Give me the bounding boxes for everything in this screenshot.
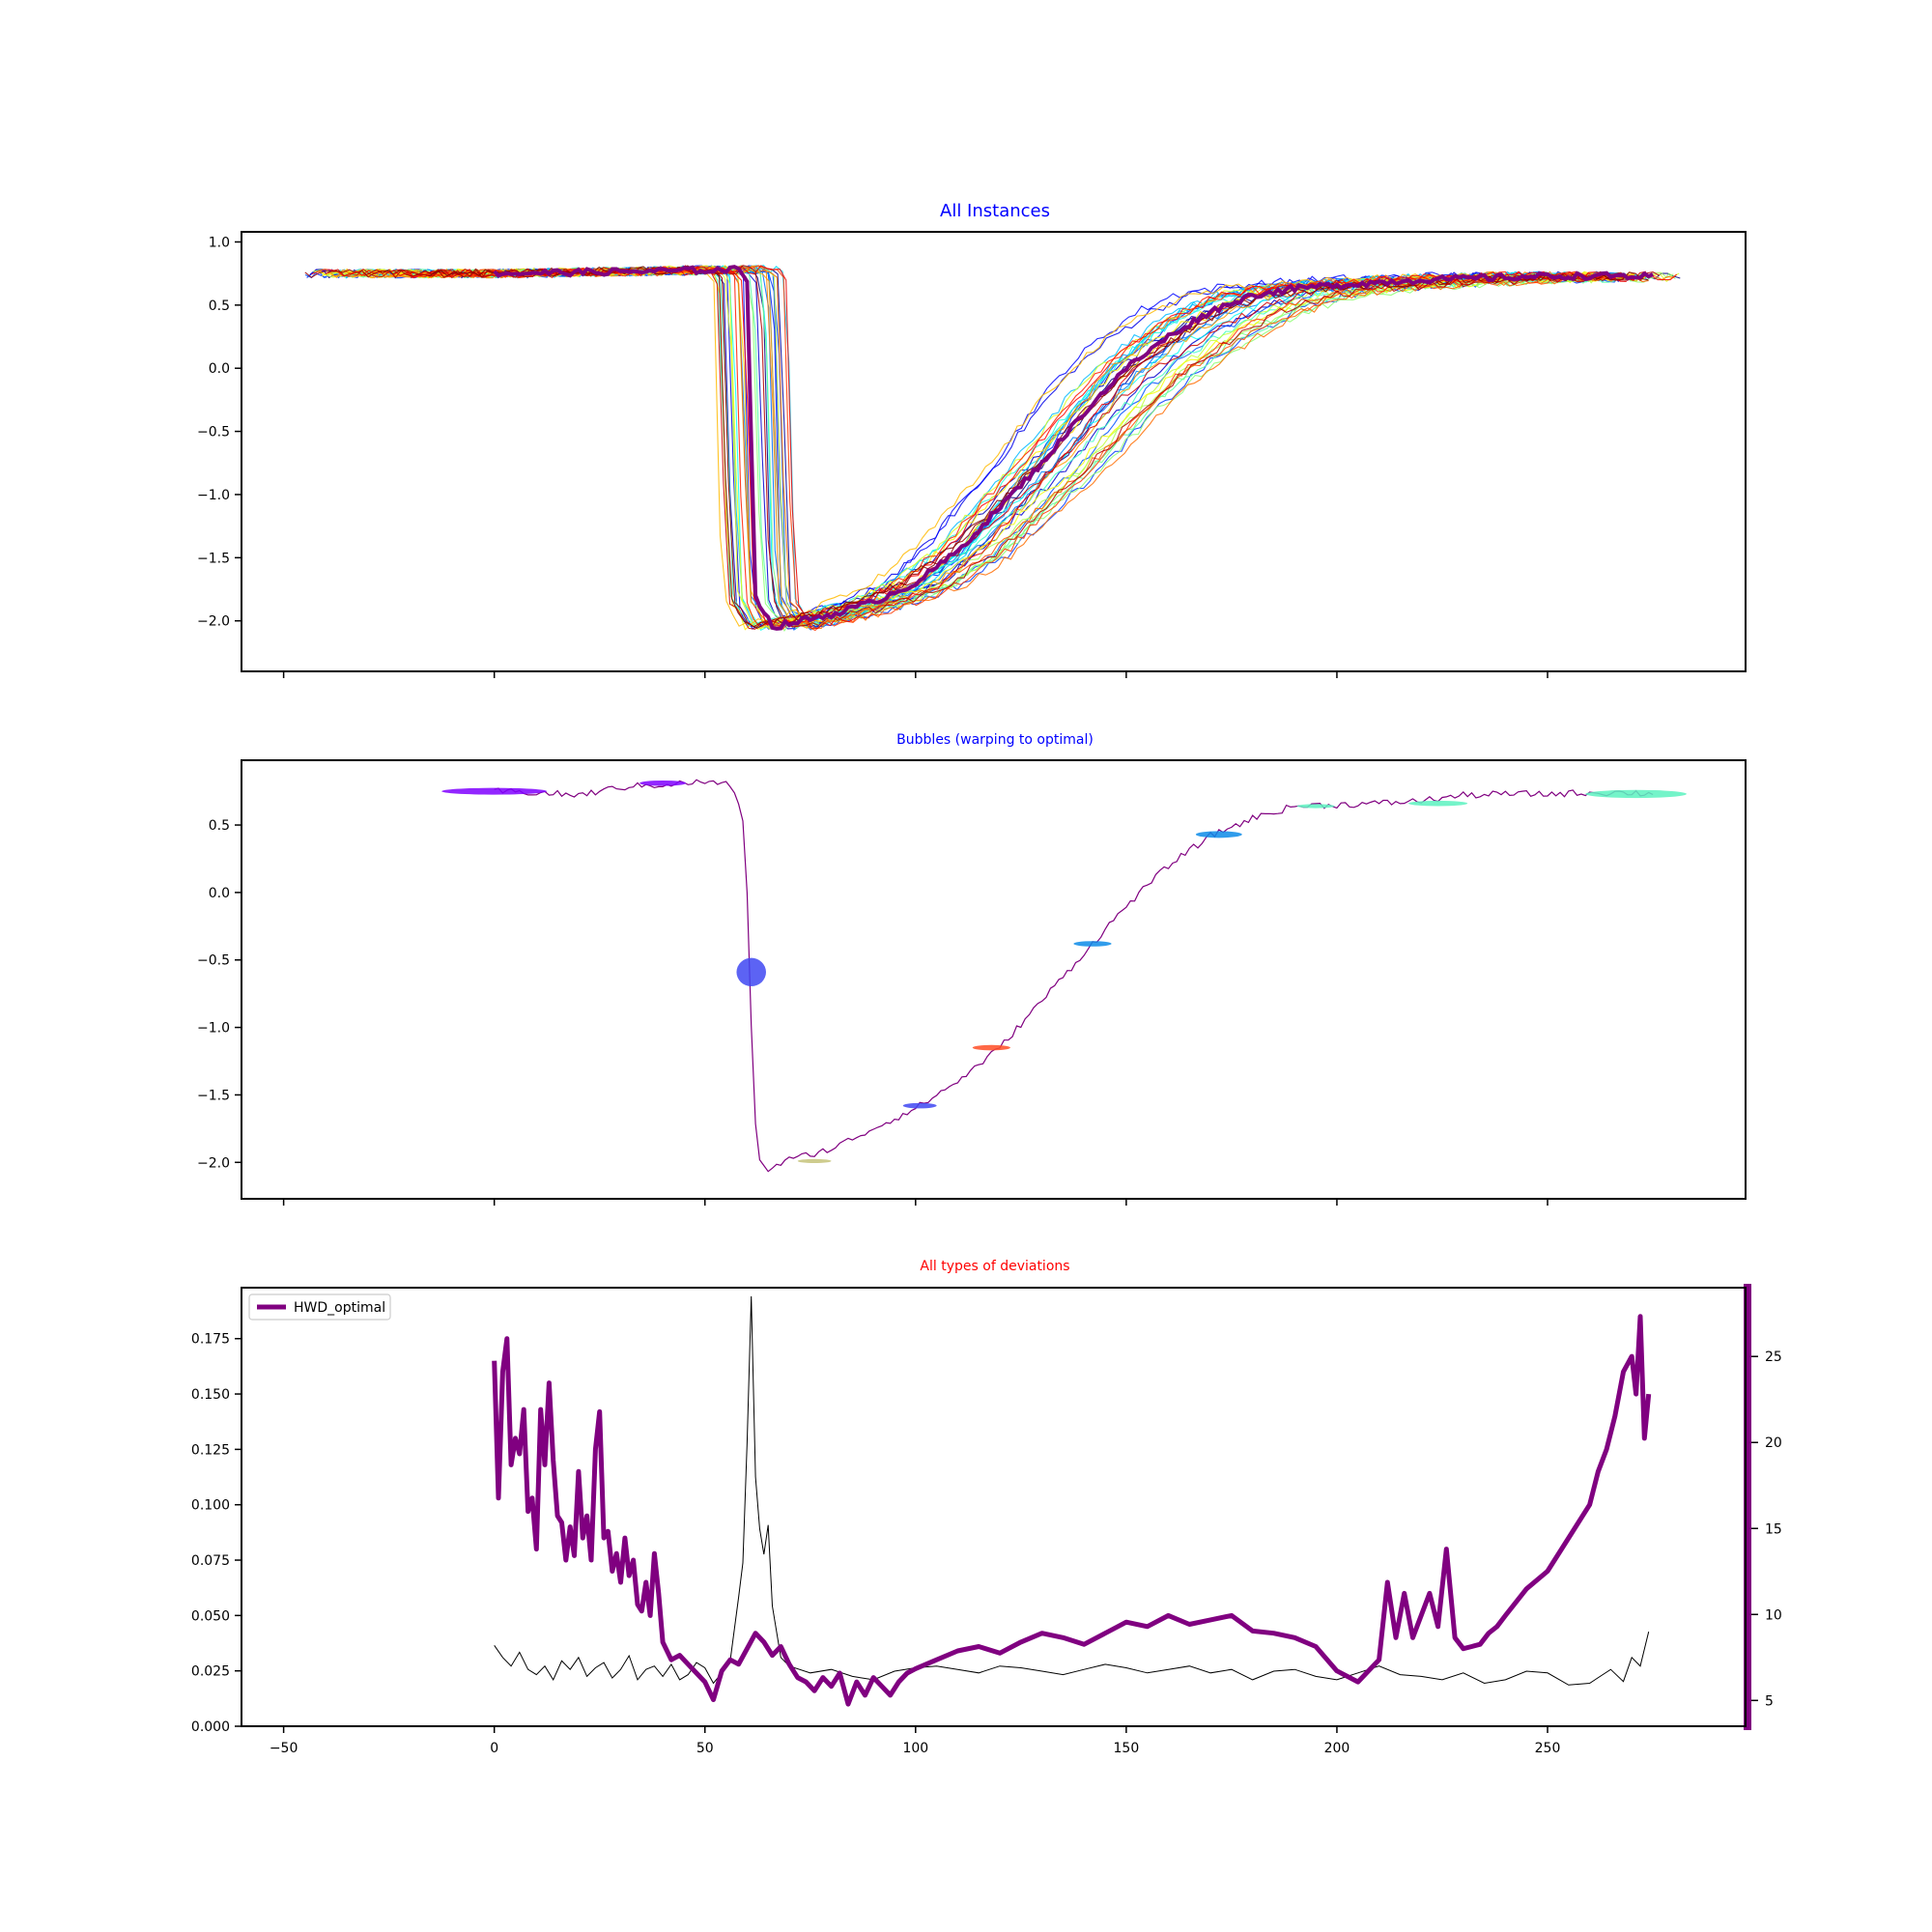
y-tick-label: −0.5 [197, 953, 230, 969]
deviation-line [494, 1295, 1650, 1686]
y-tick-label: 0.075 [191, 1553, 230, 1569]
x-tick-label: 50 [696, 1741, 714, 1756]
y-tick-label: −2.0 [197, 1155, 230, 1171]
instance-line [311, 266, 1678, 627]
panel-all-instances: All Instances 1.0 0.5 0.0 −0.5 −1.0 −1.5 −2.0 [197, 201, 1747, 678]
instance-line [428, 265, 1649, 630]
secondary-y-tick-label: 25 [1765, 1350, 1782, 1365]
x-tick-label: 100 [902, 1741, 928, 1756]
x-tick-label: 200 [1324, 1741, 1350, 1756]
chart-title: All types of deviations [920, 1259, 1069, 1274]
y-tick-label: −1.0 [197, 1021, 230, 1037]
y-tick-label: 0.5 [209, 298, 230, 314]
x-tick-label: −50 [270, 1741, 298, 1756]
y-tick-label: 0.000 [191, 1719, 230, 1735]
bubble [1296, 804, 1335, 809]
bubble [797, 1158, 832, 1163]
bubble [1073, 941, 1112, 947]
plot-area: 25 20 15 10 5 0.175 0.150 0.125 0.100 0.075 0.050 0… [191, 1284, 1782, 1756]
axes-frame [241, 1287, 1747, 1727]
hwd-optimal-line [492, 1314, 1652, 1707]
y-tick-label: 0.0 [209, 886, 230, 901]
secondary-y-tick-label: 5 [1765, 1693, 1774, 1709]
legend-label-hwd-optimal: HWD_optimal [294, 1300, 385, 1316]
legend-box [248, 1293, 391, 1321]
plot-area: 1.0 0.5 0.0 −0.5 −1.0 −1.5 −2.0 [197, 235, 1681, 678]
bubble [902, 1102, 937, 1109]
y-tick-label: −0.5 [197, 425, 230, 440]
plot-area: 0.5 0.0 −0.5 −1.0 −1.5 −2.0 [197, 779, 1687, 1206]
y-tick-label: 0.125 [191, 1442, 230, 1458]
y-tick-label: 0.5 [209, 818, 230, 834]
x-tick-label: 250 [1535, 1741, 1561, 1756]
y-tick-label: 0.175 [191, 1332, 230, 1348]
panel-bubbles: Bubbles (warping to optimal) 0.5 0.0 −0.5 −… [197, 732, 1747, 1206]
y-tick-label: 0.050 [191, 1608, 230, 1624]
x-tick-label: 0 [490, 1741, 498, 1756]
y-tick-label: 0.150 [191, 1387, 230, 1403]
secondary-y-tick-label: 10 [1765, 1607, 1782, 1623]
x-tick-label: 150 [1114, 1741, 1140, 1756]
y-tick-label: 0.0 [209, 361, 230, 377]
bubble [1585, 789, 1687, 799]
y-tick-label: 0.025 [191, 1664, 230, 1680]
secondary-y-tick-label: 20 [1765, 1435, 1782, 1451]
instance-line [304, 266, 1633, 628]
axes-frame [241, 231, 1747, 672]
bubble [1195, 831, 1242, 838]
chart-title: All Instances [940, 201, 1050, 221]
chart-title: Bubbles (warping to optimal) [896, 732, 1094, 748]
y-tick-label: 1.0 [209, 235, 230, 250]
panel-deviations: All types of deviations 25 20 15 10 5 0.175 0.… [191, 1259, 1782, 1756]
optimal-line [493, 265, 1655, 631]
bubble [736, 957, 766, 986]
y-tick-label: −2.0 [197, 614, 230, 630]
y-tick-label: −1.5 [197, 551, 230, 566]
optimal-line [494, 779, 1654, 1173]
y-tick-label: 0.100 [191, 1498, 230, 1514]
secondary-y-tick-label: 15 [1765, 1521, 1782, 1537]
legend: HWD_optimal [248, 1293, 391, 1321]
y-tick-label: −1.0 [197, 488, 230, 503]
bubble [639, 780, 687, 786]
bubble [1408, 800, 1468, 807]
y-tick-label: −1.5 [197, 1088, 230, 1103]
bubble [972, 1044, 1010, 1051]
axes-frame [241, 759, 1747, 1200]
bubble [441, 787, 548, 795]
